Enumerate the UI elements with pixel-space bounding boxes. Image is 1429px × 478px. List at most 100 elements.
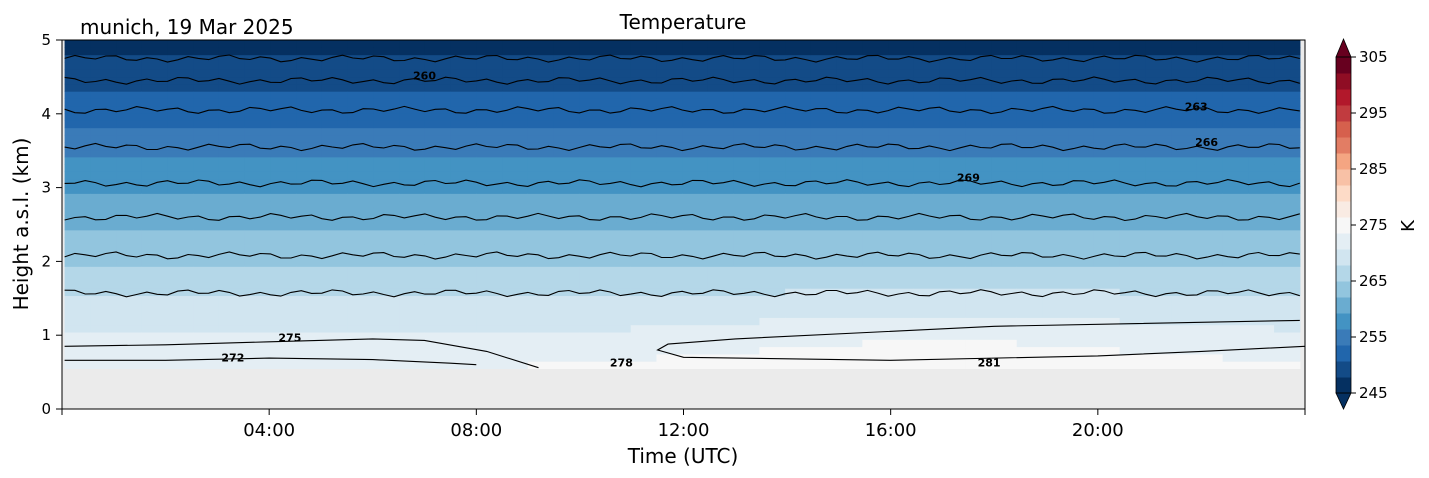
- colorbar-segment: [1336, 297, 1351, 314]
- field-cell: [167, 244, 194, 253]
- field-cell: [1171, 91, 1198, 99]
- field-cell: [785, 273, 812, 282]
- field-cell: [502, 353, 529, 362]
- field-cell: [141, 310, 169, 318]
- field-cell: [321, 317, 349, 326]
- field-cell: [1093, 207, 1121, 216]
- field-cell: [682, 149, 709, 158]
- field-cell: [913, 40, 941, 48]
- field-cell: [991, 134, 1018, 143]
- field-cell: [888, 244, 915, 253]
- field-cell: [630, 149, 658, 158]
- field-cell: [836, 229, 863, 238]
- field-cell: [167, 361, 194, 370]
- field-cell: [939, 237, 966, 245]
- field-cell: [502, 361, 529, 370]
- field-cell: [630, 185, 658, 194]
- field-cell: [373, 251, 400, 260]
- field-cell: [1068, 280, 1095, 289]
- field-cell: [450, 164, 477, 172]
- field-cell: [1119, 222, 1147, 231]
- field-cell: [321, 171, 349, 180]
- field-cell: [450, 280, 477, 289]
- field-cell: [656, 120, 683, 129]
- field-cell: [1274, 310, 1301, 318]
- field-cell: [244, 142, 272, 151]
- field-cell: [218, 273, 246, 282]
- field-cell: [476, 61, 503, 70]
- field-cell: [1171, 273, 1198, 282]
- field-cell: [579, 280, 606, 289]
- field-cell: [116, 310, 143, 318]
- field-cell: [64, 149, 91, 158]
- field-cell: [141, 61, 169, 70]
- field-cell: [682, 120, 709, 129]
- field-cell: [321, 40, 349, 48]
- field-cell: [64, 273, 91, 282]
- field-cell: [836, 61, 863, 70]
- field-cell: [810, 310, 838, 318]
- field-cell: [759, 127, 786, 136]
- chart-title: Temperature: [619, 10, 747, 34]
- field-cell: [1248, 134, 1275, 143]
- field-cell: [733, 237, 760, 245]
- field-cell: [1145, 120, 1172, 129]
- field-cell: [90, 317, 117, 326]
- field-cell: [193, 69, 220, 78]
- field-cell: [785, 244, 812, 253]
- field-cell: [424, 244, 452, 253]
- field-cell: [193, 288, 220, 297]
- field-cell: [630, 207, 658, 216]
- field-cell: [810, 237, 838, 245]
- field-cell: [707, 288, 735, 297]
- field-cell: [605, 310, 632, 318]
- field-cell: [1119, 295, 1147, 304]
- field-cell: [965, 346, 992, 355]
- field-cell: [270, 193, 297, 202]
- field-cell: [141, 353, 169, 362]
- field-cell: [836, 207, 863, 216]
- field-cell: [682, 200, 709, 209]
- field-cell: [527, 229, 555, 238]
- field-cell: [244, 127, 272, 136]
- field-cell: [785, 200, 812, 209]
- field-cell: [888, 339, 915, 348]
- field-cell: [553, 91, 580, 99]
- field-cell: [64, 288, 91, 297]
- field-cell: [373, 324, 400, 333]
- field-cell: [502, 83, 529, 92]
- field-cell: [116, 91, 143, 99]
- field-cell: [862, 149, 889, 158]
- field-cell: [527, 200, 555, 209]
- field-cell: [424, 222, 452, 231]
- field-cell: [553, 324, 580, 333]
- field-cell: [785, 91, 812, 99]
- field-cell: [1222, 164, 1249, 172]
- field-cell: [90, 346, 117, 355]
- field-cell: [321, 76, 349, 85]
- field-cell: [991, 222, 1018, 231]
- field-cell: [1145, 258, 1172, 267]
- field-cell: [321, 142, 349, 151]
- field-cell: [553, 61, 580, 70]
- field-cell: [424, 134, 452, 143]
- field-cell: [90, 193, 117, 202]
- field-cell: [785, 164, 812, 172]
- field-cell: [733, 134, 760, 143]
- field-cell: [939, 353, 966, 362]
- field-cell: [605, 302, 632, 311]
- field-cell: [167, 324, 194, 333]
- figure-subtitle: munich, 19 Mar 2025: [80, 15, 294, 39]
- field-cell: [1042, 134, 1069, 143]
- field-cell: [502, 149, 529, 158]
- field-cell: [347, 76, 374, 85]
- field-cell: [1068, 324, 1095, 333]
- field-cell: [270, 302, 297, 311]
- field-cell: [399, 40, 426, 48]
- field-cell: [707, 69, 735, 78]
- field-cell: [193, 120, 220, 129]
- field-cell: [991, 127, 1018, 136]
- field-cell: [1274, 222, 1301, 231]
- field-cell: [862, 258, 889, 267]
- field-cell: [1068, 266, 1095, 275]
